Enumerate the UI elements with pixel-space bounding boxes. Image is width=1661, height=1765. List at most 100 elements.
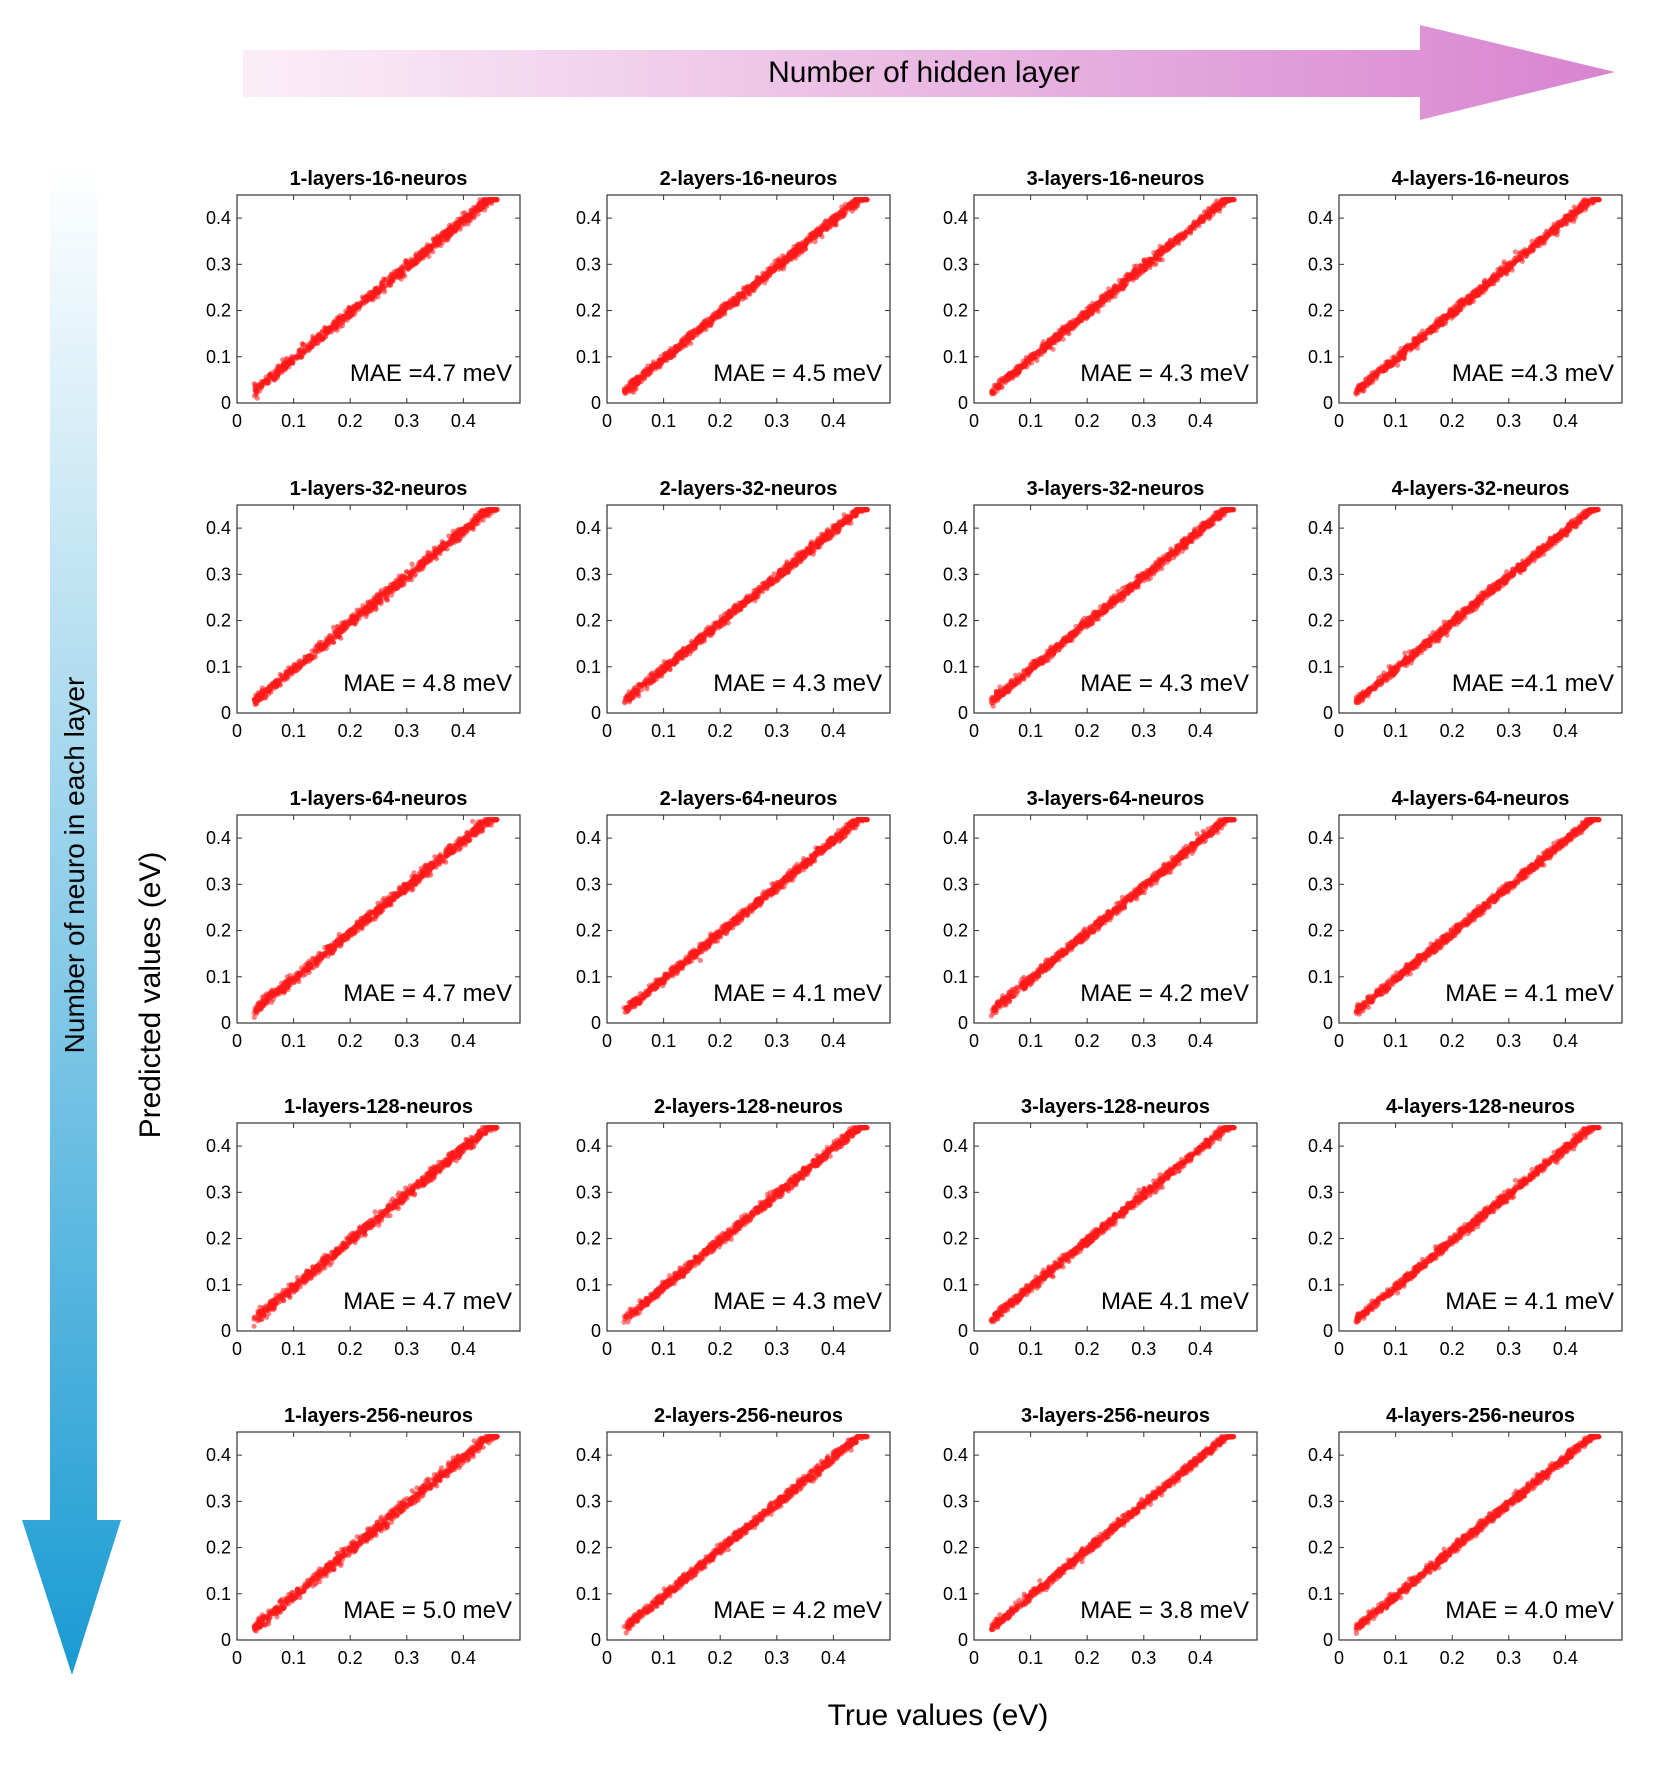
data-point [1059, 330, 1064, 335]
data-point [1121, 284, 1126, 289]
data-point [1428, 328, 1433, 333]
data-point [257, 697, 262, 702]
data-point [313, 654, 318, 659]
data-point [1513, 249, 1518, 254]
data-point [1212, 207, 1217, 212]
y-tick-label: 0.4 [576, 518, 601, 538]
data-point [1416, 337, 1421, 342]
data-point [1421, 334, 1426, 339]
panel-title: 4-layers-16-neuros [1392, 168, 1570, 190]
scatter-panel: 1-layers-16-neuros0 0.1 0.2 0.3 0.400.10.20.… [206, 168, 520, 431]
data-point [444, 236, 449, 241]
x-tick-label: 0.1 [281, 721, 306, 741]
data-point [324, 331, 329, 336]
data-point [1539, 239, 1544, 244]
x-tick-label: 0.4 [451, 721, 476, 741]
data-point [1529, 239, 1534, 244]
data-point [261, 379, 266, 384]
data-point [468, 522, 473, 527]
data-point [1483, 286, 1488, 291]
data-point [1101, 298, 1106, 303]
data-point [1063, 324, 1068, 329]
y-tick-label: 0.4 [1308, 208, 1333, 228]
data-point [352, 615, 357, 620]
data-point [712, 312, 717, 317]
mae-label: MAE =4.3 meV [1452, 360, 1614, 387]
data-point [1597, 197, 1602, 202]
data-point [649, 370, 654, 375]
data-point [449, 538, 454, 543]
data-point [641, 374, 646, 379]
data-point [1373, 371, 1378, 376]
data-point [1559, 223, 1564, 228]
data-point [444, 230, 449, 235]
data-point [379, 283, 384, 288]
x-tick-label: 0.3 [1131, 411, 1156, 431]
data-point [313, 645, 318, 650]
data-point [388, 282, 393, 287]
y-tick-label: 0.2 [576, 301, 601, 321]
x-tick-label: 0.1 [1018, 411, 1043, 431]
data-point [321, 336, 326, 341]
x-tick-label: 0.2 [338, 411, 363, 431]
data-point [1041, 348, 1046, 353]
data-point [659, 354, 664, 359]
data-point [838, 211, 843, 216]
data-point [993, 384, 998, 389]
data-point [1395, 363, 1400, 368]
y-tick-label: 0.4 [206, 518, 231, 538]
y-tick-label: 0 [1323, 393, 1333, 413]
data-point [452, 533, 457, 538]
x-tick-label: 0 [602, 721, 612, 741]
data-point [1188, 231, 1193, 236]
data-point [352, 306, 357, 311]
data-point [257, 691, 262, 696]
data-point [643, 369, 648, 374]
left-arrow: Number of neuro in each layer [22, 165, 121, 1675]
data-point [427, 558, 432, 563]
data-point [267, 372, 272, 377]
y-tick-label: 0.3 [576, 564, 601, 584]
data-point [749, 282, 754, 287]
data-point [394, 585, 399, 590]
data-point [1550, 227, 1555, 232]
y-tick-label: 0.4 [943, 208, 968, 228]
data-point [254, 386, 259, 391]
left-arrow-label: Number of neuro in each layer [59, 677, 90, 1054]
data-point [797, 247, 802, 252]
x-tick-label: 0.1 [1383, 411, 1408, 431]
y-tick-label: 0.3 [206, 254, 231, 274]
data-point [1369, 374, 1374, 379]
data-point [1003, 378, 1008, 383]
y-tick-label: 0 [591, 703, 601, 723]
x-tick-label: 0.4 [821, 721, 846, 741]
x-tick-label: 0.2 [708, 411, 733, 431]
data-point [1460, 301, 1465, 306]
scatter-panel: 2-layers-32-neuros0 0.1 0.2 0.3 0.400.10.20.… [576, 478, 890, 741]
data-point [280, 357, 285, 362]
x-tick-label: 0.3 [394, 721, 419, 741]
x-tick-label: 0.1 [281, 411, 306, 431]
mae-label: MAE = 4.3 meV [1080, 360, 1249, 387]
data-point [1501, 269, 1506, 274]
data-point [475, 212, 480, 217]
data-point [804, 238, 809, 243]
data-point [419, 567, 424, 572]
y-tick-label: 0.2 [206, 611, 231, 631]
data-point [289, 357, 294, 362]
data-point [302, 654, 307, 659]
data-point [1583, 207, 1588, 212]
data-point [685, 339, 690, 344]
data-point [1469, 293, 1474, 298]
data-point [274, 678, 279, 683]
data-point [1168, 238, 1173, 243]
data-point [1095, 301, 1100, 306]
x-tick-label: 0.1 [651, 721, 676, 741]
y-tick-label: 0.2 [576, 611, 601, 631]
y-tick-label: 0.4 [576, 208, 601, 228]
data-point [451, 529, 456, 534]
data-point [422, 559, 427, 564]
panel-title: 1-layers-32-neuros [290, 478, 468, 500]
data-point [1007, 375, 1012, 380]
data-point [429, 247, 434, 252]
